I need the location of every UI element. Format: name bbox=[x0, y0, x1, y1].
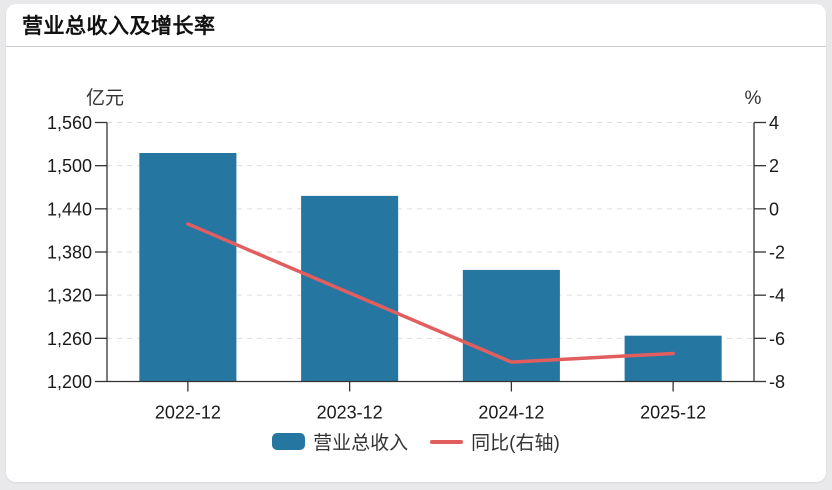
right-axis-unit: % bbox=[745, 88, 762, 109]
left-axis: 1,560 1,500 1,440 1,380 1,320 1,260 1,200 bbox=[47, 113, 108, 392]
x-label-2023-12: 2023-12 bbox=[317, 403, 383, 423]
left-axis-unit: 亿元 bbox=[86, 87, 124, 109]
right-axis-tick-label: -4 bbox=[769, 286, 785, 306]
right-axis-tick-label: 4 bbox=[769, 113, 779, 133]
left-axis-tick-label: 1,500 bbox=[47, 156, 92, 176]
legend-label-revenue: 营业总收入 bbox=[313, 433, 409, 454]
x-axis: 2022-12 2023-12 2024-12 2025-12 bbox=[107, 380, 754, 423]
right-axis: 4 2 0 -2 -4 -6 -8 bbox=[753, 113, 785, 392]
left-axis-tick-label: 1,380 bbox=[47, 243, 92, 263]
left-axis-tick-label: 1,320 bbox=[47, 286, 92, 306]
right-axis-tick-label: -6 bbox=[769, 329, 785, 349]
left-axis-tick-label: 1,440 bbox=[47, 199, 92, 219]
chart-card: 营业总收入及增长率 亿元% 1,560 1,500 1,440 1,380 1,320 1,… bbox=[6, 4, 826, 482]
bar-series-swatch-icon bbox=[272, 433, 306, 450]
gridlines bbox=[107, 122, 754, 339]
yoy-line-series[interactable] bbox=[186, 222, 675, 364]
chart-title: 营业总收入及增长率 bbox=[22, 15, 216, 38]
left-axis-tick-label: 1,200 bbox=[47, 372, 92, 392]
chart-area: 亿元% 1,560 1,500 1,440 1,380 1,320 1,260 1,200 4 2… bbox=[6, 47, 826, 481]
bar-2022-12[interactable] bbox=[139, 153, 237, 382]
bar-2024-12[interactable] bbox=[462, 269, 560, 382]
right-axis-tick-label: -8 bbox=[769, 372, 785, 392]
card-header: 营业总收入及增长率 bbox=[6, 4, 826, 47]
x-label-2022-12: 2022-12 bbox=[155, 403, 221, 423]
bar-2025-12[interactable] bbox=[624, 335, 722, 382]
legend-label-yoy: 同比(右轴) bbox=[471, 433, 560, 454]
x-label-2024-12: 2024-12 bbox=[478, 403, 544, 423]
axis-unit-labels: 亿元% bbox=[86, 87, 762, 109]
legend-item-revenue[interactable]: 营业总收入 bbox=[272, 428, 408, 455]
right-axis-tick-label: -2 bbox=[769, 243, 785, 263]
bar-2023-12[interactable] bbox=[301, 195, 399, 382]
x-label-2025-12: 2025-12 bbox=[640, 403, 706, 423]
right-axis-tick-label: 0 bbox=[769, 199, 779, 219]
bar-series bbox=[139, 153, 722, 382]
left-axis-tick-label: 1,560 bbox=[47, 113, 92, 133]
revenue-growth-chart: 亿元 % 1,560 1,500 1,440 1,380 1,320 1,260 1,200 4 2… bbox=[47, 87, 785, 423]
chart-legend: 营业总收入 同比(右轴) bbox=[6, 428, 826, 455]
line-series-swatch-icon bbox=[430, 439, 464, 444]
legend-item-yoy[interactable]: 同比(右轴) bbox=[430, 428, 560, 455]
right-axis-tick-label: 2 bbox=[769, 156, 779, 176]
left-axis-tick-label: 1,260 bbox=[47, 329, 92, 349]
